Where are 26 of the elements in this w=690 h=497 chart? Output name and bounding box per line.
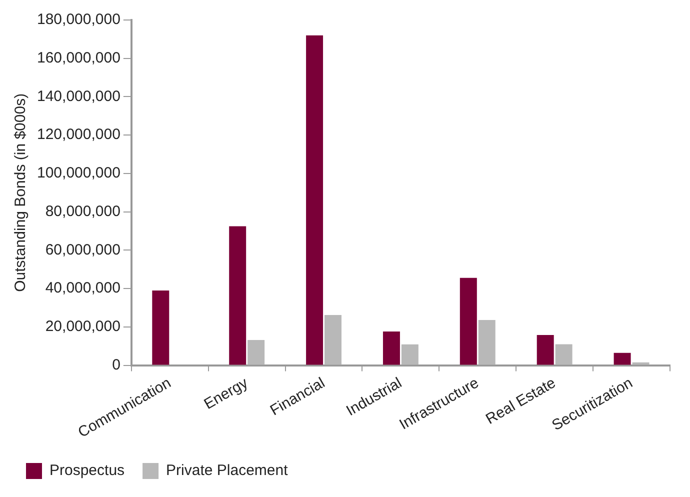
y-tick-label: 0	[112, 356, 120, 374]
bar	[460, 278, 477, 365]
y-tick-label: 60,000,000	[45, 241, 120, 258]
y-tick-label: 140,000,000	[36, 88, 120, 105]
bar	[632, 362, 650, 365]
bar	[401, 344, 418, 365]
bar	[536, 334, 554, 365]
y-axis-title: Outstanding Bonds (in $000s)	[12, 93, 30, 292]
bar	[229, 226, 246, 365]
bar	[382, 332, 400, 365]
y-tick-label: 180,000,000	[36, 11, 120, 28]
legend-label: Private Placement	[166, 462, 289, 480]
bar	[324, 315, 342, 365]
y-tick-label: 20,000,000	[45, 318, 120, 336]
legend-label: Prospectus	[50, 462, 125, 480]
y-tick-label: 80,000,000	[45, 202, 120, 220]
bar	[614, 352, 631, 365]
bar	[152, 290, 170, 365]
bar	[248, 340, 265, 365]
bar	[306, 35, 324, 365]
bar	[555, 344, 572, 365]
y-tick-label: 40,000,000	[45, 280, 120, 297]
bar	[478, 320, 496, 365]
y-tick-label: 160,000,000	[36, 50, 120, 67]
y-tick-label: 100,000,000	[36, 164, 120, 182]
y-tick-label: 120,000,000	[36, 126, 120, 144]
